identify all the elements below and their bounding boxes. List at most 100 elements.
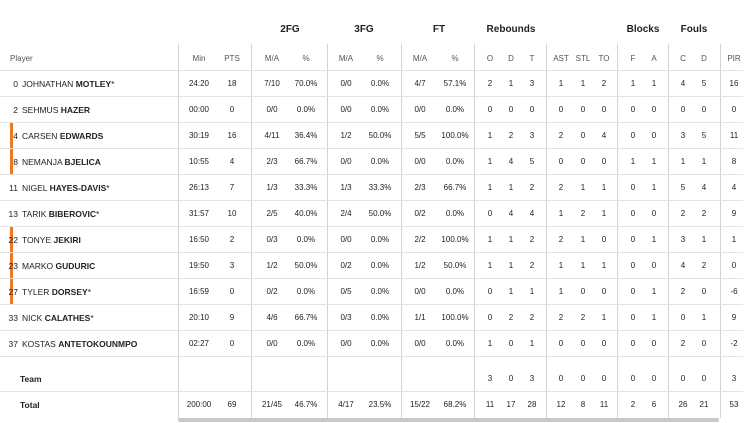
cell-ast: 0 <box>558 374 564 383</box>
col-header-player[interactable]: Player <box>10 54 33 63</box>
cell-reb-d: 2 <box>508 313 514 322</box>
group-header-rebounds: Rebounds <box>486 24 536 35</box>
player-name[interactable]: 33 NICK CALATHES* <box>8 305 173 331</box>
cell-ft-ma: 5/5 <box>414 131 426 140</box>
player-last-name: BJELICA <box>64 157 101 167</box>
cell-blk-a: 1 <box>651 183 657 192</box>
player-last-name: DORSEY <box>51 287 88 297</box>
cell-blk-a: 1 <box>651 287 657 296</box>
cell-blk-f: 0 <box>630 183 636 192</box>
player-name[interactable]: 11 NIGEL HAYES-DAVIS* <box>8 175 173 201</box>
jersey-number: 22 <box>8 235 18 245</box>
cell-pts: 18 <box>227 79 237 88</box>
jersey-number: 13 <box>8 209 18 219</box>
highlight-bar <box>10 227 13 253</box>
col-header-3fg-pct[interactable]: % <box>376 54 384 63</box>
cell-reb-d: 1 <box>508 235 514 244</box>
player-row[interactable]: 23 MARKO GUDURIC 19:50 3 1/2 50.0% 0/2 0.0% 1/2 5… <box>0 253 755 279</box>
cell-blk-a: 0 <box>651 339 657 348</box>
cell-reb-d: 1 <box>508 183 514 192</box>
col-header-min[interactable]: Min <box>192 54 206 63</box>
cell-reb-o: 1 <box>487 131 493 140</box>
divider <box>617 44 618 418</box>
cell-foul-c: 5 <box>680 183 686 192</box>
player-last-name: BIBEROVIC <box>48 209 97 219</box>
cell-ft-pct: 100.0% <box>441 313 469 322</box>
cell-blk-a: 1 <box>651 313 657 322</box>
player-name[interactable]: 2 SEHMUS HAZER <box>8 97 173 123</box>
cell-stl: 0 <box>580 339 586 348</box>
cell-ast: 0 <box>558 339 564 348</box>
player-row[interactable]: 37 KOSTAS ANTETOKOUNMPO 02:27 0 0/0 0.0% 0/0 0.… <box>0 331 755 357</box>
player-last-name: MOTLEY <box>75 79 112 89</box>
player-name[interactable]: 13 TARIK BIBEROVIC* <box>8 201 173 227</box>
cell-blk-a: 1 <box>651 79 657 88</box>
col-header-pir[interactable]: PIR <box>727 54 741 63</box>
cell-ast: 1 <box>558 79 564 88</box>
player-row[interactable]: 2 SEHMUS HAZER 00:00 0 0/0 0.0% 0/0 0.0% 0/0 0.0%… <box>0 97 755 123</box>
player-name[interactable]: 0 JOHNATHAN MOTLEY* <box>8 71 173 97</box>
player-row[interactable]: 33 NICK CALATHES* 20:10 9 4/6 66.7% 0/3 0.0% 1/1… <box>0 305 755 331</box>
col-header-pts[interactable]: PTS <box>224 54 240 63</box>
player-name[interactable]: 27 TYLER DORSEY* <box>8 279 173 305</box>
col-header-blk-a[interactable]: A <box>651 54 657 63</box>
col-header-ast[interactable]: AST <box>553 54 569 63</box>
horizontal-scrollbar[interactable] <box>178 418 719 422</box>
col-header-reb-t[interactable]: T <box>529 54 535 63</box>
cell-ft-pct: 100.0% <box>441 235 469 244</box>
divider <box>720 44 721 418</box>
col-header-to[interactable]: TO <box>598 54 610 63</box>
cell-min: 10:55 <box>188 157 210 166</box>
jersey-number: 4 <box>13 131 18 141</box>
divider <box>546 44 547 418</box>
col-header-ft-pct[interactable]: % <box>451 54 459 63</box>
starter-marker: * <box>111 79 115 89</box>
cell-reb-t: 1 <box>529 287 535 296</box>
highlight-bar <box>10 253 13 279</box>
col-header-stl[interactable]: STL <box>575 54 591 63</box>
cell-reb-t: 5 <box>529 157 535 166</box>
col-header-foul-d[interactable]: D <box>701 54 707 63</box>
cell-2fg-pct: 66.7% <box>294 313 318 322</box>
player-row[interactable]: 27 TYLER DORSEY* 16:59 0 0/2 0.0% 0/5 0.0% 0/0 0.… <box>0 279 755 305</box>
player-row[interactable]: 8 NEMANJA BJELICA 10:55 4 2/3 66.7% 0/0 0.0% 0/0… <box>0 149 755 175</box>
cell-pir: 3 <box>731 374 737 383</box>
player-row[interactable]: 22 TONYE JEKIRI 16:50 2 0/3 0.0% 0/0 0.0% 2/2 100… <box>0 227 755 253</box>
col-header-2fg-pct[interactable]: % <box>302 54 310 63</box>
cell-reb-t: 4 <box>529 209 535 218</box>
player-row[interactable]: 11 NIGEL HAYES-DAVIS* 26:13 7 1/3 33.3% 1/3 33.… <box>0 175 755 201</box>
player-first-name: TARIK <box>22 209 47 219</box>
cell-foul-d: 5 <box>701 79 707 88</box>
player-name[interactable]: 22 TONYE JEKIRI <box>8 227 173 253</box>
row-rule <box>0 226 743 227</box>
col-header-blk-f[interactable]: F <box>630 54 636 63</box>
player-name[interactable]: 8 NEMANJA BJELICA <box>8 149 173 175</box>
player-row[interactable]: 0 JOHNATHAN MOTLEY* 24:20 18 7/10 70.0% 0/0 0.0… <box>0 71 755 97</box>
cell-ft-pct: 0.0% <box>445 339 465 348</box>
cell-pts: 9 <box>229 313 235 322</box>
col-header-foul-c[interactable]: C <box>680 54 686 63</box>
col-header-ft-ma[interactable]: M/A <box>412 54 428 63</box>
player-name[interactable]: 23 MARKO GUDURIC <box>8 253 173 279</box>
row-rule <box>0 304 743 305</box>
player-first-name: MARKO <box>22 261 54 271</box>
cell-pts: 0 <box>229 287 235 296</box>
player-row[interactable]: 13 TARIK BIBEROVIC* 31:57 10 2/5 40.0% 2/4 50.0… <box>0 201 755 227</box>
col-header-3fg-ma[interactable]: M/A <box>338 54 354 63</box>
player-name[interactable]: 4 CARSEN EDWARDS <box>8 123 173 149</box>
cell-foul-d: 1 <box>701 157 707 166</box>
cell-3fg-pct: 0.0% <box>370 105 390 114</box>
player-row[interactable]: 4 CARSEN EDWARDS 30:19 16 4/11 36.4% 1/2 50.0% 5… <box>0 123 755 149</box>
col-header-reb-o[interactable]: O <box>486 54 494 63</box>
starter-marker: * <box>87 287 91 297</box>
col-header-reb-d[interactable]: D <box>508 54 514 63</box>
cell-3fg-pct: 0.0% <box>370 287 390 296</box>
cell-foul-d: 0 <box>701 105 707 114</box>
cell-2fg-ma: 4/11 <box>264 131 280 140</box>
col-header-2fg-ma[interactable]: M/A <box>264 54 280 63</box>
cell-blk-f: 0 <box>630 287 636 296</box>
cell-foul-d: 2 <box>701 209 707 218</box>
cell-to: 0 <box>601 235 607 244</box>
player-name[interactable]: 37 KOSTAS ANTETOKOUNMPO <box>8 331 173 357</box>
jersey-number: 27 <box>8 287 18 297</box>
